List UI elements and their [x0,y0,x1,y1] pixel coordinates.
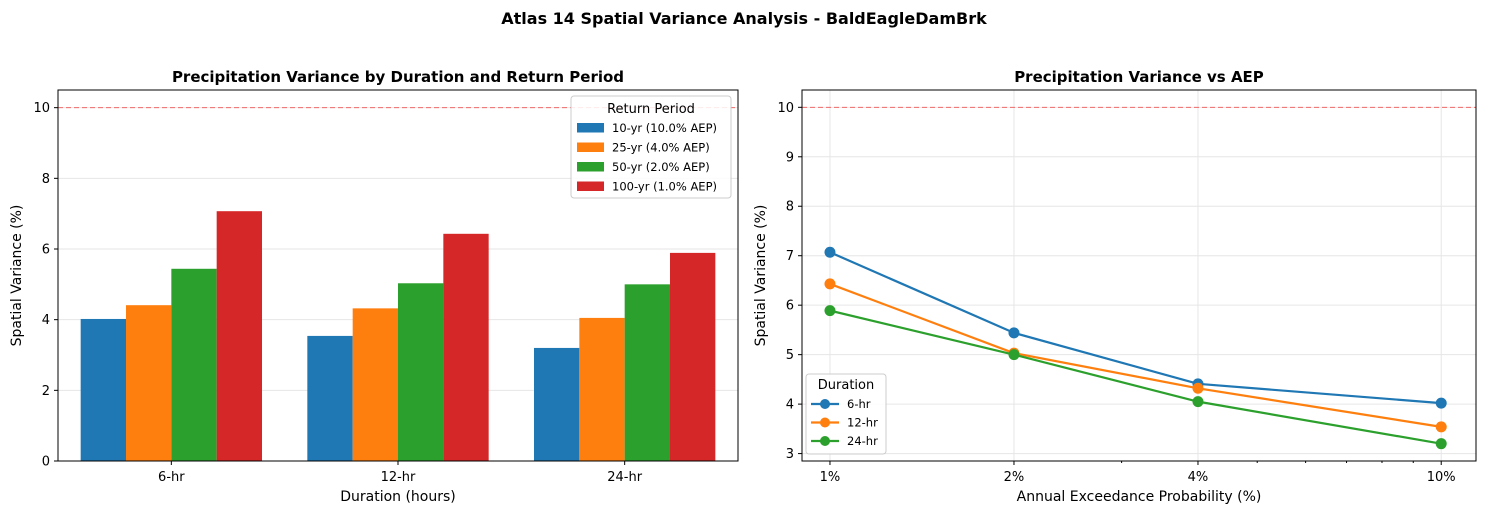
legend-swatch [577,162,604,172]
bar-chart-xtick-label: 6-hr [158,470,185,485]
bar-chart-xtick-label: 24-hr [607,470,642,485]
bar [443,233,489,461]
legend-label: 6-hr [847,397,871,411]
bar-chart-ytick-label: 4 [42,313,50,328]
line-chart-legend-title: Duration [818,378,874,393]
line-chart-x-axis: 1% 2% 4% 10% [820,461,1456,485]
line-chart-ytick-label: 7 [786,249,794,264]
bar-chart-legend-box [570,95,732,199]
series-point [1008,327,1020,339]
series-line [829,251,1442,405]
bar [171,268,217,461]
bar-chart-ytick-label: 6 [42,243,50,258]
line-chart-grid [802,90,1476,461]
line-chart-ytick-label: 4 [786,398,794,413]
line-chart-y-axis: 3 4 5 6 7 8 9 10 [777,101,802,462]
line-chart-xtick-label: 10% [1427,470,1456,485]
series-point [824,278,836,290]
line-chart-xtick-label: 2% [1004,470,1025,485]
series-point [1435,397,1447,409]
bar-chart-ytick-label: 8 [42,172,50,187]
series-line [829,309,1442,445]
bar-chart-legend-title: Return Period [607,102,695,117]
line-chart-xtick-label: 4% [1188,470,1209,485]
legend-label: 50-yr (2.0% AEP) [612,160,710,174]
line-chart-xtick-label: 1% [820,470,841,485]
legend-marker [820,417,830,428]
bar-chart-bars [80,211,716,461]
bar-chart-ytick-label: 0 [42,455,50,470]
bar-chart-x-axis: 6-hr 12-hr 24-hr [158,461,643,485]
bar-chart-ytick-label: 2 [42,384,50,399]
legend-swatch [577,123,604,133]
line-chart-ytick-label: 8 [786,200,794,215]
bar-chart-ylabel: Spatial Variance (%) [9,205,25,347]
bar [579,317,625,461]
line-chart-ylabel: Spatial Variance (%) [753,205,769,347]
bar-chart-xtick-label: 12-hr [381,470,416,485]
bar [216,211,262,461]
line-chart-series [824,246,1447,450]
line-chart-ytick-label: 9 [786,150,794,165]
line-chart-title: Precipitation Variance vs AEP [1014,68,1264,86]
bar-chart-legend: Return Period 10-yr (10.0% AEP) 25-yr (4.… [570,95,732,199]
series-point [1192,396,1204,408]
line-chart-legend-box [805,373,887,455]
line-chart-ytick-label: 10 [777,101,794,116]
bar [534,347,580,461]
bar [126,305,172,461]
legend-label: 24-hr [847,434,878,448]
series-point [1192,382,1204,394]
series-line [829,282,1442,428]
bar [670,252,716,461]
bar-chart-ytick-label: 10 [33,101,50,116]
bar [80,318,126,461]
series-point [824,305,836,317]
legend-swatch [577,142,604,152]
bar [624,284,670,461]
figure-suptitle: Atlas 14 Spatial Variance Analysis - Bal… [501,9,987,28]
bar [307,335,353,461]
bar-chart-title: Precipitation Variance by Duration and R… [172,68,624,86]
legend-label: 10-yr (10.0% AEP) [612,121,717,135]
legend-marker [820,399,830,409]
line-chart-xlabel: Annual Exceedance Probability (%) [1017,489,1262,505]
bar-chart-y-axis: 0 2 4 6 8 10 [33,101,58,470]
line-chart: 3 4 5 6 7 8 9 10 1% 2% 4% 10% Precipitation Varian… [753,68,1477,505]
line-chart-legend: Duration 6-hr 12-hr 24-hr [805,373,887,455]
line-chart-ytick-label: 6 [786,299,794,314]
legend-marker [820,436,830,446]
series-point [1008,349,1020,361]
bar [352,308,398,461]
legend-label: 25-yr (4.0% AEP) [612,141,710,155]
bar-chart: 0 2 4 6 8 10 6-hr 12-hr 24-hr Precipitation Var… [9,68,739,505]
series-point [1435,421,1447,433]
legend-label: 100-yr (1.0% AEP) [612,180,717,194]
line-chart-ytick-label: 5 [786,348,794,363]
legend-label: 12-hr [847,416,878,430]
line-chart-ytick-label: 3 [786,447,794,462]
legend-swatch [577,181,604,191]
series-point [824,246,836,258]
bar-chart-xlabel: Duration (hours) [340,489,456,505]
line-chart-frame [801,89,1477,462]
series-point [1435,438,1447,450]
bar [398,283,444,461]
